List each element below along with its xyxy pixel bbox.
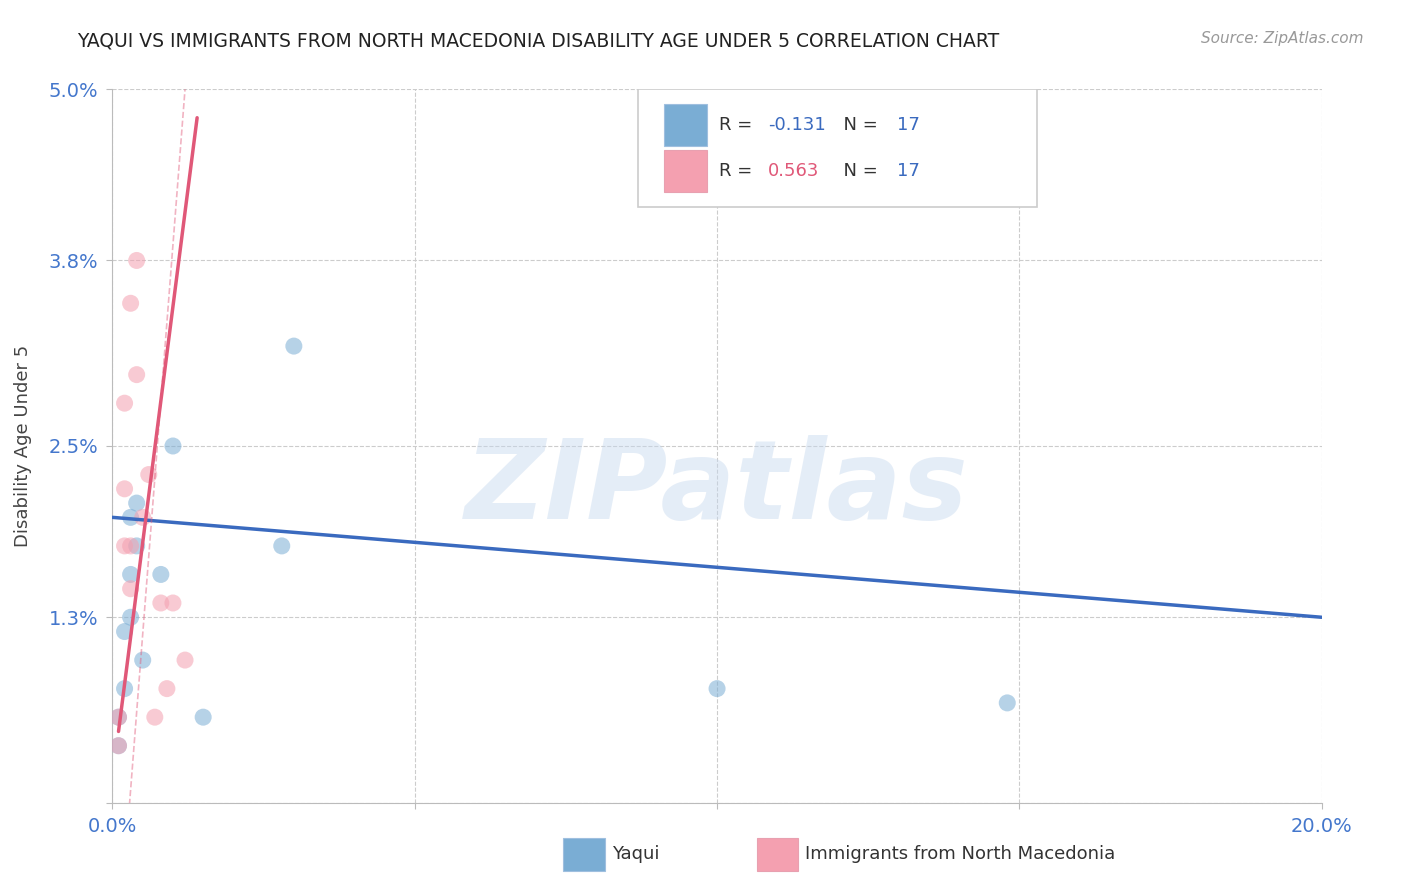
Point bbox=[125, 253, 148, 268]
Point bbox=[114, 624, 136, 639]
Point bbox=[174, 653, 197, 667]
Text: N =: N = bbox=[832, 162, 883, 180]
Point bbox=[114, 539, 136, 553]
Text: 17: 17 bbox=[897, 162, 920, 180]
Point bbox=[132, 653, 155, 667]
Point bbox=[120, 610, 142, 624]
Point bbox=[107, 739, 129, 753]
Point bbox=[120, 539, 142, 553]
FancyBboxPatch shape bbox=[638, 89, 1038, 207]
Point bbox=[706, 681, 728, 696]
Point bbox=[995, 696, 1018, 710]
Text: 0.563: 0.563 bbox=[768, 162, 820, 180]
Point bbox=[132, 510, 155, 524]
Point bbox=[125, 368, 148, 382]
Text: ZIPatlas: ZIPatlas bbox=[465, 435, 969, 542]
Text: Yaqui: Yaqui bbox=[612, 846, 659, 863]
Point bbox=[149, 567, 172, 582]
Point bbox=[191, 710, 214, 724]
Point bbox=[114, 681, 136, 696]
Point bbox=[162, 596, 184, 610]
Y-axis label: Disability Age Under 5: Disability Age Under 5 bbox=[14, 345, 32, 547]
Point bbox=[120, 296, 142, 310]
Text: R =: R = bbox=[720, 162, 758, 180]
Text: R =: R = bbox=[720, 116, 758, 134]
Point bbox=[156, 681, 179, 696]
Text: Immigrants from North Macedonia: Immigrants from North Macedonia bbox=[806, 846, 1115, 863]
FancyBboxPatch shape bbox=[756, 838, 799, 871]
Point bbox=[270, 539, 292, 553]
Point bbox=[114, 396, 136, 410]
FancyBboxPatch shape bbox=[664, 150, 707, 193]
Text: -0.131: -0.131 bbox=[768, 116, 825, 134]
Point bbox=[162, 439, 184, 453]
Point bbox=[120, 510, 142, 524]
Point bbox=[138, 467, 160, 482]
Point bbox=[120, 567, 142, 582]
Point bbox=[107, 710, 129, 724]
Point bbox=[120, 582, 142, 596]
Point bbox=[283, 339, 305, 353]
Text: 17: 17 bbox=[897, 116, 920, 134]
Text: YAQUI VS IMMIGRANTS FROM NORTH MACEDONIA DISABILITY AGE UNDER 5 CORRELATION CHAR: YAQUI VS IMMIGRANTS FROM NORTH MACEDONIA… bbox=[77, 31, 1000, 50]
Point bbox=[107, 710, 129, 724]
FancyBboxPatch shape bbox=[664, 103, 707, 146]
Point bbox=[125, 539, 148, 553]
Text: Source: ZipAtlas.com: Source: ZipAtlas.com bbox=[1201, 31, 1364, 46]
Point bbox=[149, 596, 172, 610]
Text: N =: N = bbox=[832, 116, 883, 134]
Point bbox=[143, 710, 166, 724]
FancyBboxPatch shape bbox=[564, 838, 605, 871]
Point bbox=[114, 482, 136, 496]
Point bbox=[107, 739, 129, 753]
Point bbox=[125, 496, 148, 510]
